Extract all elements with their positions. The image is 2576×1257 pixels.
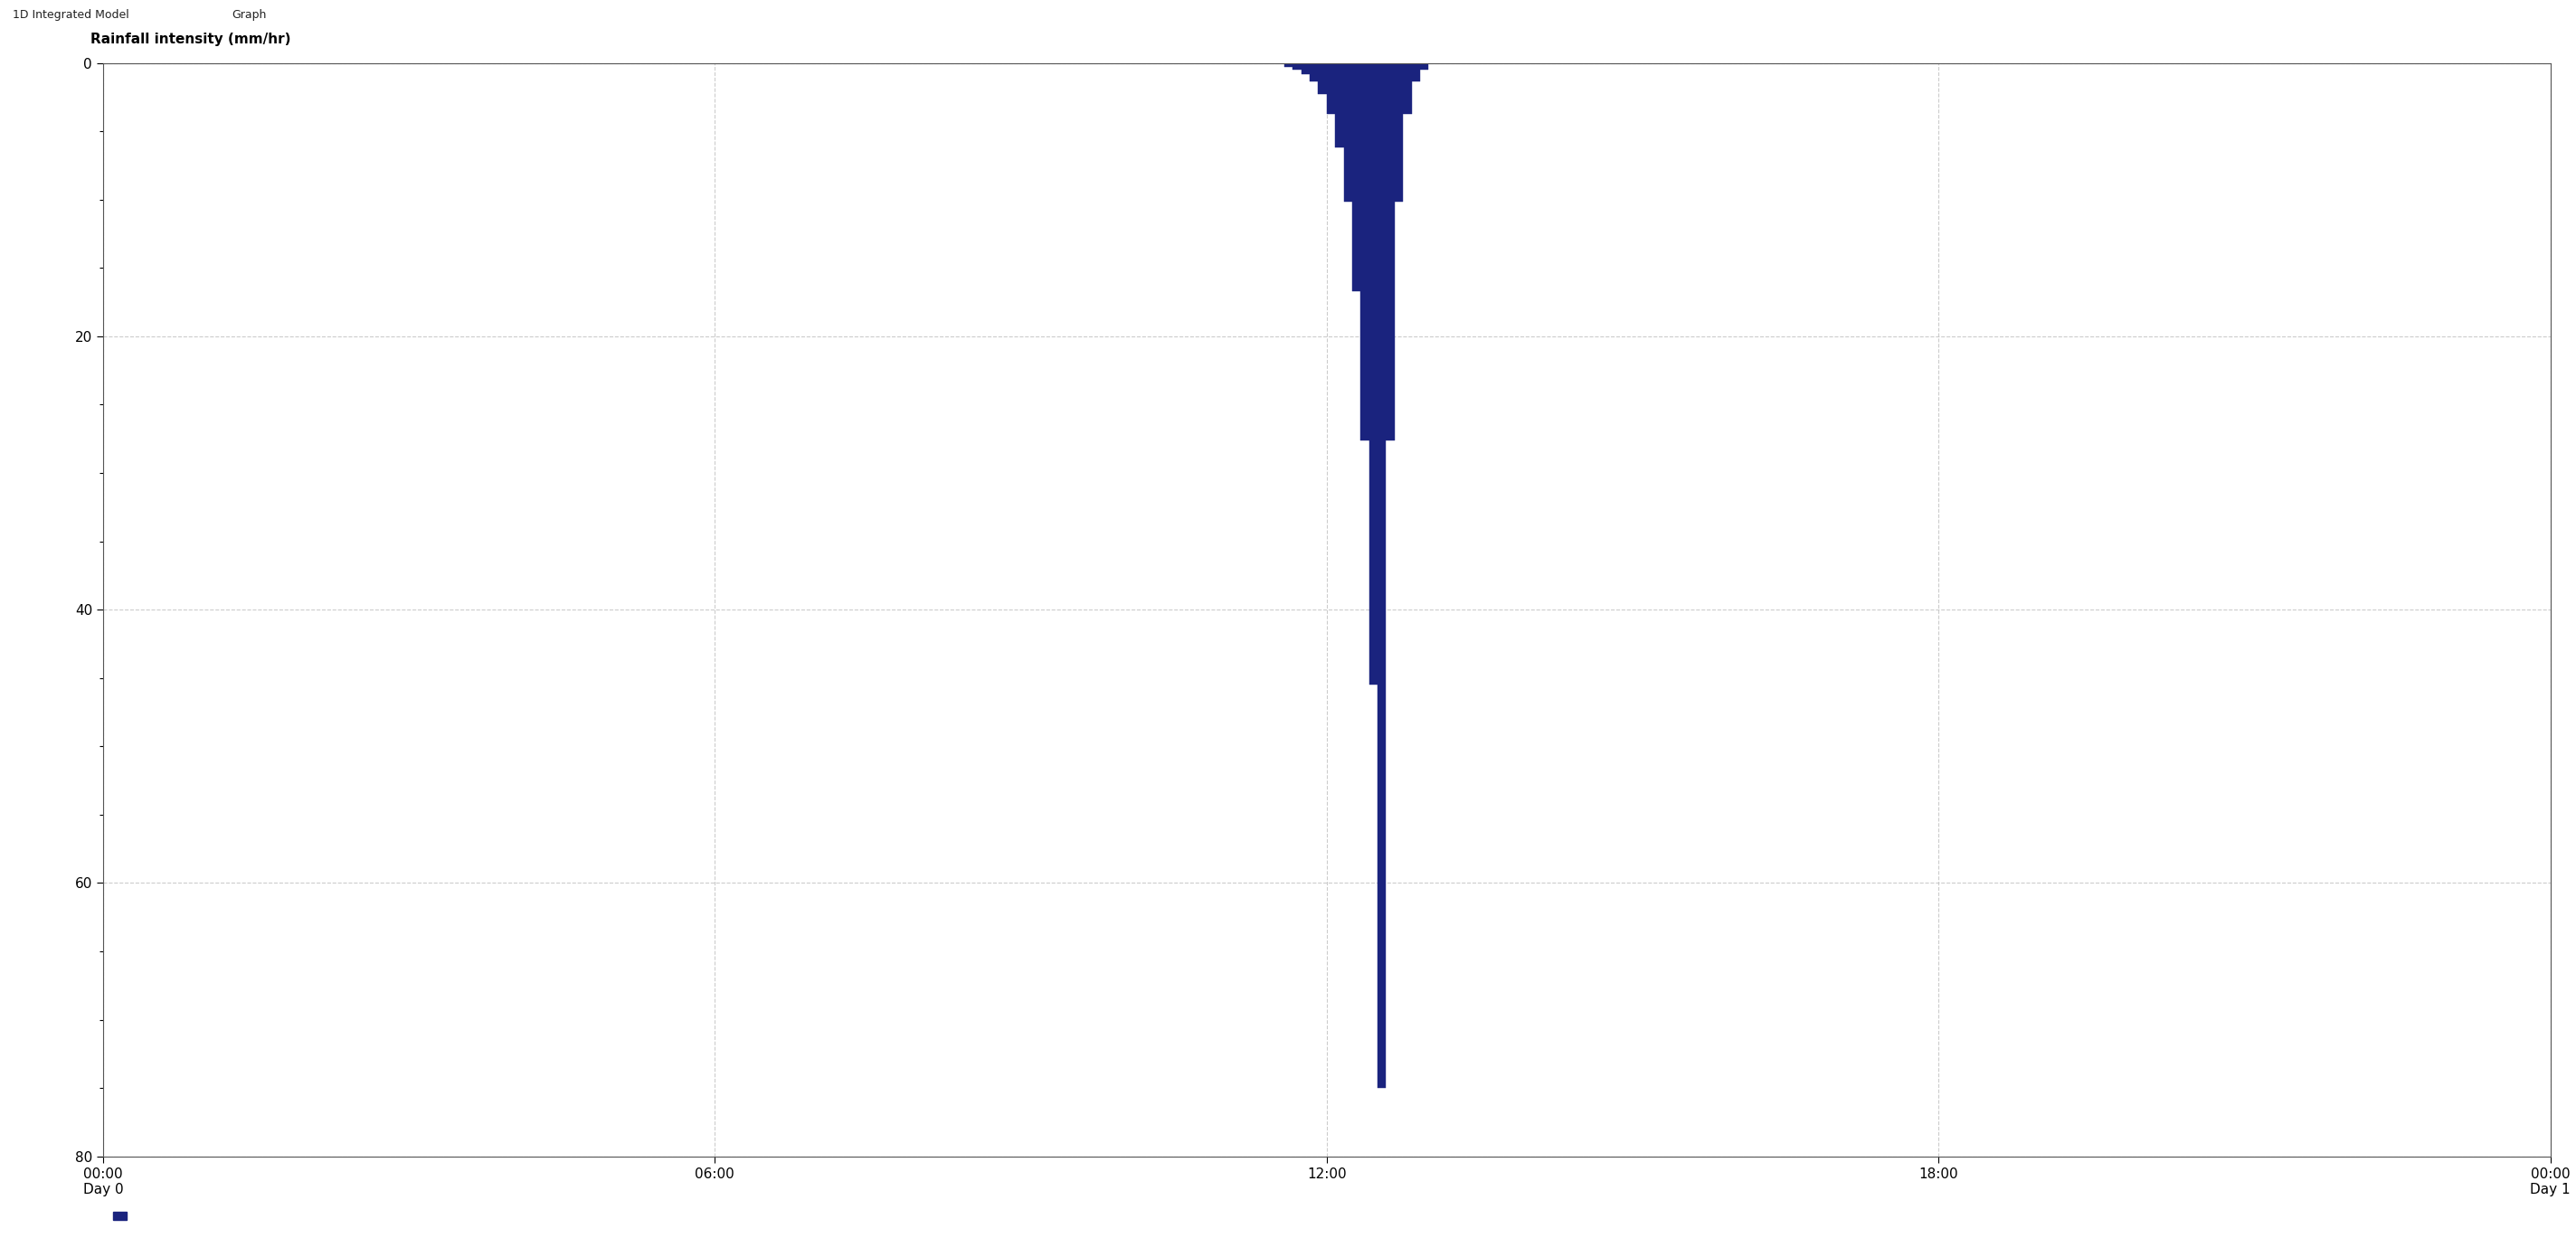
Polygon shape [1301, 63, 1309, 74]
Polygon shape [1412, 63, 1419, 82]
Polygon shape [1419, 63, 1430, 69]
Polygon shape [1360, 63, 1368, 440]
Polygon shape [1386, 63, 1394, 440]
Text: Graph: Graph [232, 9, 265, 20]
Polygon shape [1285, 63, 1293, 67]
Legend:  [108, 1207, 139, 1227]
Polygon shape [1309, 63, 1319, 82]
Text: 1D Integrated Model: 1D Integrated Model [13, 9, 129, 20]
Polygon shape [1394, 63, 1404, 201]
Polygon shape [1327, 63, 1334, 114]
Polygon shape [1334, 63, 1345, 147]
Polygon shape [1345, 63, 1352, 201]
Text: Rainfall intensity (mm/hr): Rainfall intensity (mm/hr) [90, 33, 291, 47]
Polygon shape [1378, 63, 1386, 1089]
Polygon shape [1352, 63, 1360, 292]
Polygon shape [1319, 63, 1327, 94]
Polygon shape [1293, 63, 1301, 69]
Polygon shape [1404, 63, 1412, 114]
Polygon shape [1368, 63, 1378, 685]
